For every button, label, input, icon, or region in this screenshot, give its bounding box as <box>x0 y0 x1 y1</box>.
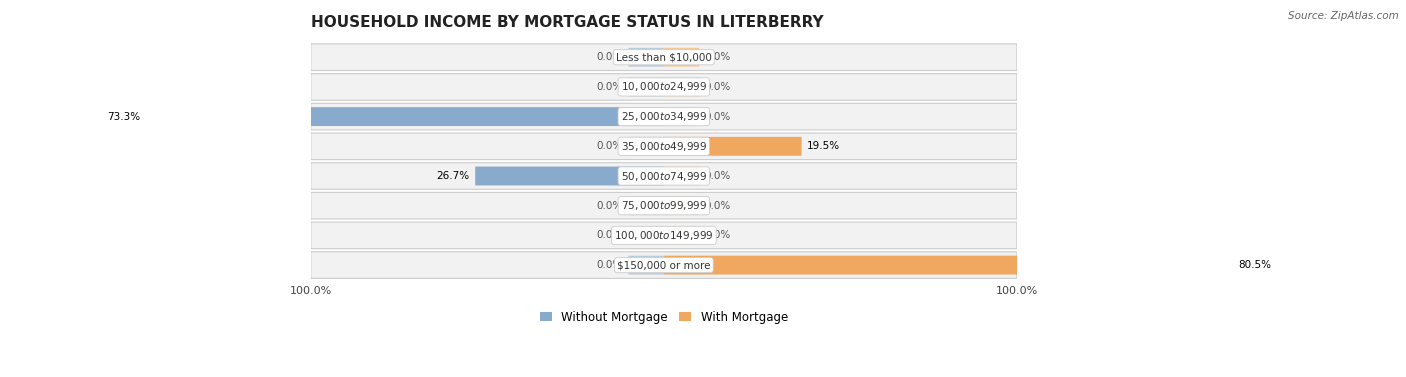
Text: $75,000 to $99,999: $75,000 to $99,999 <box>620 199 707 212</box>
Text: 73.3%: 73.3% <box>107 112 141 122</box>
FancyBboxPatch shape <box>311 222 1017 249</box>
FancyBboxPatch shape <box>664 167 699 185</box>
FancyBboxPatch shape <box>311 44 1017 70</box>
FancyBboxPatch shape <box>628 226 664 245</box>
Text: $35,000 to $49,999: $35,000 to $49,999 <box>620 140 707 153</box>
Text: 0.0%: 0.0% <box>596 52 623 62</box>
FancyBboxPatch shape <box>664 256 1233 274</box>
Text: 26.7%: 26.7% <box>436 171 470 181</box>
Text: Source: ZipAtlas.com: Source: ZipAtlas.com <box>1288 11 1399 21</box>
FancyBboxPatch shape <box>475 167 664 185</box>
Text: $25,000 to $34,999: $25,000 to $34,999 <box>620 110 707 123</box>
Text: $10,000 to $24,999: $10,000 to $24,999 <box>620 80 707 93</box>
Text: 0.0%: 0.0% <box>704 112 731 122</box>
Text: 80.5%: 80.5% <box>1237 260 1271 270</box>
Text: $150,000 or more: $150,000 or more <box>617 260 710 270</box>
Text: 19.5%: 19.5% <box>807 141 841 151</box>
Legend: Without Mortgage, With Mortgage: Without Mortgage, With Mortgage <box>536 306 793 328</box>
FancyBboxPatch shape <box>664 107 699 126</box>
Text: 0.0%: 0.0% <box>704 82 731 92</box>
FancyBboxPatch shape <box>311 74 1017 100</box>
Text: $50,000 to $74,999: $50,000 to $74,999 <box>620 170 707 182</box>
Text: 0.0%: 0.0% <box>704 171 731 181</box>
FancyBboxPatch shape <box>311 163 1017 189</box>
Text: 0.0%: 0.0% <box>596 260 623 270</box>
FancyBboxPatch shape <box>664 77 699 97</box>
Text: 0.0%: 0.0% <box>704 230 731 241</box>
FancyBboxPatch shape <box>311 192 1017 219</box>
FancyBboxPatch shape <box>664 137 801 156</box>
Text: 0.0%: 0.0% <box>596 82 623 92</box>
Text: Less than $10,000: Less than $10,000 <box>616 52 711 62</box>
FancyBboxPatch shape <box>664 226 699 245</box>
FancyBboxPatch shape <box>628 137 664 156</box>
Text: 0.0%: 0.0% <box>596 201 623 211</box>
FancyBboxPatch shape <box>628 256 664 274</box>
FancyBboxPatch shape <box>146 107 664 126</box>
FancyBboxPatch shape <box>664 196 699 215</box>
Text: 0.0%: 0.0% <box>596 230 623 241</box>
FancyBboxPatch shape <box>311 252 1017 278</box>
FancyBboxPatch shape <box>311 103 1017 130</box>
FancyBboxPatch shape <box>628 196 664 215</box>
Text: $100,000 to $149,999: $100,000 to $149,999 <box>614 229 714 242</box>
Text: 0.0%: 0.0% <box>596 141 623 151</box>
FancyBboxPatch shape <box>628 48 664 67</box>
FancyBboxPatch shape <box>311 133 1017 159</box>
FancyBboxPatch shape <box>664 48 699 67</box>
Text: 0.0%: 0.0% <box>704 52 731 62</box>
Text: HOUSEHOLD INCOME BY MORTGAGE STATUS IN LITERBERRY: HOUSEHOLD INCOME BY MORTGAGE STATUS IN L… <box>311 15 824 30</box>
FancyBboxPatch shape <box>628 77 664 97</box>
Text: 0.0%: 0.0% <box>704 201 731 211</box>
